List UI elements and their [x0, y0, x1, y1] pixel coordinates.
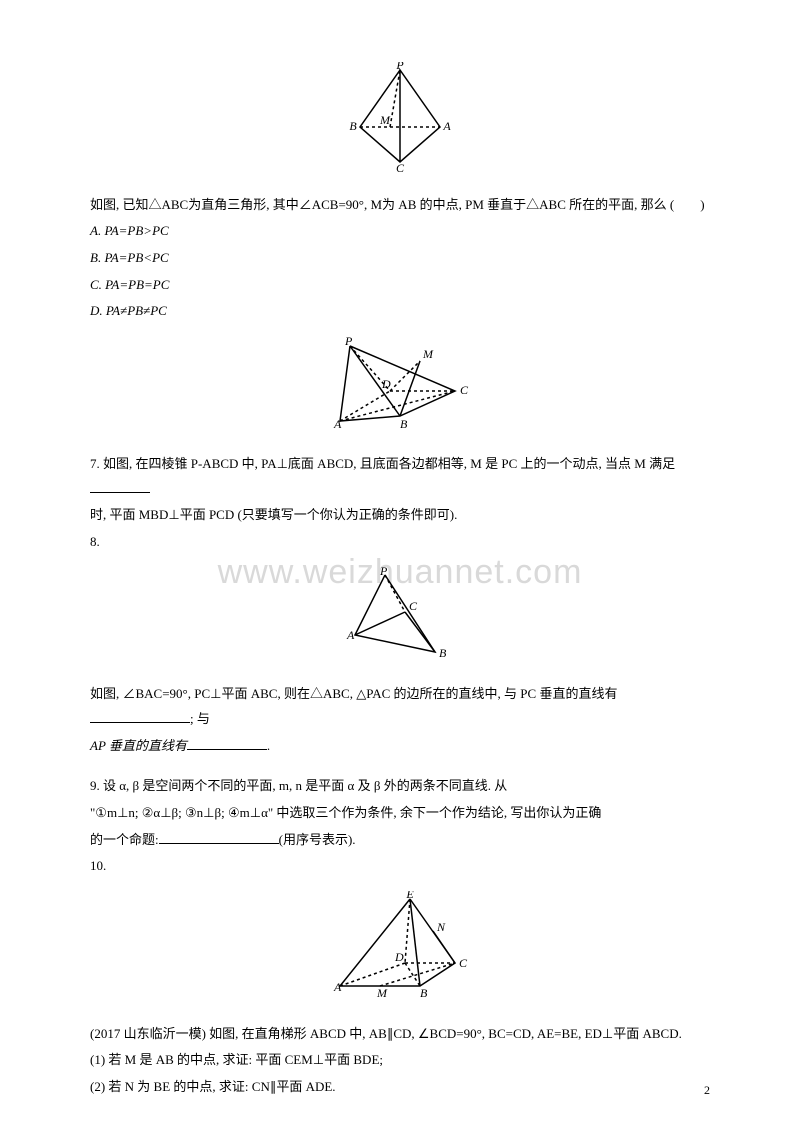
svg-text:M: M — [376, 986, 388, 1000]
svg-text:B: B — [439, 646, 447, 660]
q9-line2: "①m⊥n; ②α⊥β; ③n⊥β; ④m⊥α" 中选取三个作为条件, 余下一个… — [90, 801, 710, 826]
q8-text: 如图, ∠BAC=90°, PC⊥平面 ABC, 则在△ABC, △PAC 的边… — [90, 682, 710, 731]
svg-text:P: P — [344, 336, 353, 348]
q10-intro: (2017 山东临沂一模) 如图, 在直角梯形 ABCD 中, AB∥CD, ∠… — [90, 1022, 710, 1047]
q10-label: 10. — [90, 854, 710, 879]
svg-text:C: C — [459, 956, 468, 970]
q9-label: 9. — [90, 778, 100, 793]
q9-blank[interactable] — [159, 829, 279, 843]
svg-text:D: D — [381, 377, 391, 391]
page-content: P B A C M 如图, 已知△ABC为直角三角形, 其中∠ACB=90°, … — [90, 62, 710, 1100]
svg-text:E: E — [405, 891, 414, 901]
svg-text:D: D — [394, 950, 404, 964]
q7-label: 7. — [90, 456, 100, 471]
svg-text:B: B — [400, 417, 408, 431]
q8-blank2[interactable] — [187, 735, 267, 749]
svg-text:A: A — [346, 628, 355, 642]
q6-option-d: D. PA≠PB≠PC — [90, 299, 710, 324]
q6-option-a: A. PA=PB>PC — [90, 219, 710, 244]
q10-part2: (2) 若 N 为 BE 的中点, 求证: CN∥平面 ADE. — [90, 1075, 710, 1100]
figure-2: P A B C D M — [90, 336, 710, 440]
q8-blank1[interactable] — [90, 709, 190, 723]
q8-label: 8. — [90, 530, 710, 555]
svg-text:B: B — [349, 119, 357, 133]
svg-text:B: B — [420, 986, 428, 1000]
figure-1: P B A C M — [90, 62, 710, 181]
q10-part1: (1) 若 M 是 AB 的中点, 求证: 平面 CEM⊥平面 BDE; — [90, 1048, 710, 1073]
svg-text:C: C — [409, 599, 418, 613]
svg-text:A: A — [333, 417, 342, 431]
q9-line1: 9. 设 α, β 是空间两个不同的平面, m, n 是平面 α 及 β 外的两… — [90, 774, 710, 799]
svg-text:M: M — [422, 347, 434, 361]
q6-stem: 如图, 已知△ABC为直角三角形, 其中∠ACB=90°, M为 AB 的中点,… — [90, 193, 710, 218]
svg-text:C: C — [460, 383, 469, 397]
svg-text:P: P — [379, 567, 388, 578]
svg-text:P: P — [395, 62, 404, 72]
svg-text:C: C — [396, 161, 405, 172]
q8-text-line2: AP 垂直的直线有. — [90, 734, 710, 759]
svg-text:M: M — [379, 113, 391, 127]
svg-text:A: A — [333, 980, 342, 994]
figure-3: P A B C — [90, 567, 710, 671]
q7-text: 7. 如图, 在四棱锥 P-ABCD 中, PA⊥底面 ABCD, 且底面各边都… — [90, 452, 710, 501]
q6-option-b: B. PA=PB<PC — [90, 246, 710, 271]
svg-text:N: N — [436, 920, 446, 934]
figure-4: E A B C D M N — [90, 891, 710, 1010]
q9-line3: 的一个命题:(用序号表示). — [90, 828, 710, 853]
q7-blank[interactable] — [90, 478, 150, 492]
svg-text:A: A — [442, 119, 451, 133]
q6-option-c: C. PA=PB=PC — [90, 273, 710, 298]
q7-text2: 时, 平面 MBD⊥平面 PCD (只要填写一个你认为正确的条件即可). — [90, 503, 710, 528]
